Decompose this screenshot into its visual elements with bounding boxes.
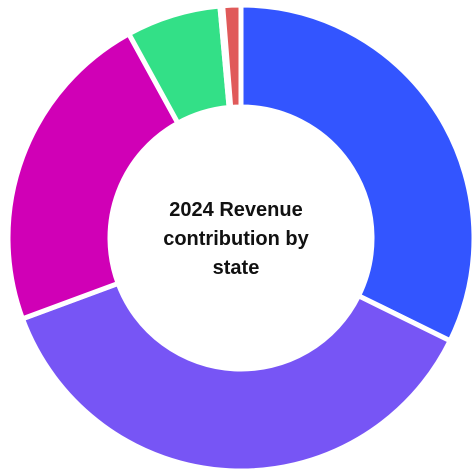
chart-title-line-1: 2024 Revenue (169, 199, 303, 221)
donut-slice-6 (219, 2, 244, 111)
donut-slices (5, 2, 473, 474)
donut-slice-1 (238, 2, 473, 345)
chart-title-line-2: contribution by (163, 228, 309, 250)
donut-slice-3 (5, 30, 182, 323)
chart-title: 2024 Revenue contribution by state (136, 196, 336, 283)
chart-title-line-3: state (212, 257, 260, 279)
donut-slice-2 (19, 280, 454, 474)
